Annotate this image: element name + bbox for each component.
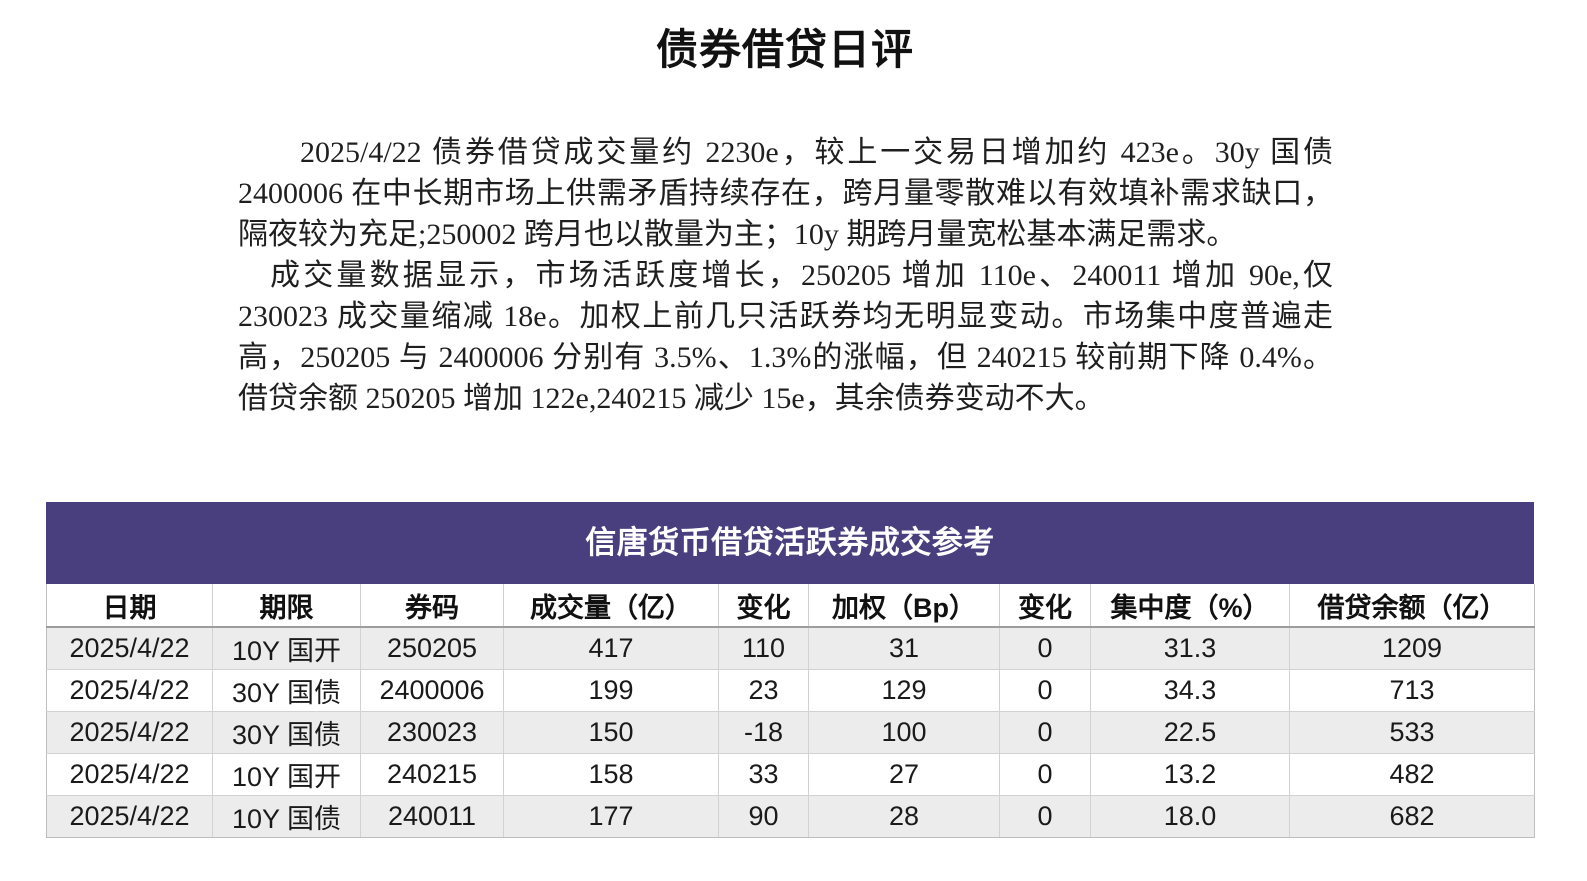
cell-volume: 199 [503, 669, 719, 712]
header-weighted-rate: 加权（Bp） [808, 584, 1000, 628]
cell-term: 10Y 国开 [212, 626, 361, 670]
header-code: 券码 [360, 584, 504, 628]
paragraph-line: 借贷余额 250205 增加 122e,240215 减少 15e，其余债券变动… [238, 382, 1105, 415]
cell-term: 10Y 国开 [212, 753, 361, 796]
commentary-paragraph-2: 成交量数据显示，市场活跃度增长，250205 增加 110e、240011 增加… [238, 255, 1348, 419]
cell-volume-change: -18 [718, 711, 809, 754]
header-term: 期限 [212, 584, 361, 628]
cell-date: 2025/4/22 [46, 626, 213, 670]
header-loan-balance: 借贷余额（亿） [1289, 584, 1535, 628]
cell-loan-balance: 713 [1289, 669, 1535, 712]
header-date: 日期 [46, 584, 213, 628]
cell-loan-balance: 482 [1289, 753, 1535, 796]
table-row: 2025/4/22 30Y 国债 230023 150 -18 100 0 22… [46, 711, 1535, 754]
paragraph-line: 2400006 在中长期市场上供需矛盾持续存在，跨月量零散难以有效填补需求缺口， [238, 177, 1333, 210]
cell-weighted-rate: 100 [808, 711, 1000, 754]
paragraph-line: 高，250205 与 2400006 分别有 3.5%、1.3%的涨幅，但 24… [238, 341, 1333, 374]
active-bonds-table: 信唐货币借贷活跃券成交参考 日期 期限 券码 成交量（亿） 变化 加权（Bp） … [46, 502, 1535, 838]
cell-loan-balance: 533 [1289, 711, 1535, 754]
table-row: 2025/4/22 10Y 国开 240215 158 33 27 0 13.2… [46, 753, 1535, 796]
cell-term: 30Y 国债 [212, 711, 361, 754]
cell-code: 250205 [360, 626, 504, 670]
document-title: 债券借贷日评 [655, 26, 914, 73]
cell-volume-change: 23 [718, 669, 809, 712]
cell-concentration: 34.3 [1090, 669, 1290, 712]
cell-weighted-rate: 31 [808, 626, 1000, 670]
cell-code: 230023 [360, 711, 504, 754]
cell-rate-change: 0 [999, 626, 1091, 670]
table-row: 2025/4/22 10Y 国开 250205 417 110 31 0 31.… [46, 626, 1535, 670]
cell-rate-change: 0 [999, 669, 1091, 712]
header-volume-change: 变化 [718, 584, 809, 628]
cell-weighted-rate: 27 [808, 753, 1000, 796]
cell-concentration: 22.5 [1090, 711, 1290, 754]
cell-rate-change: 0 [999, 795, 1091, 838]
table-row: 2025/4/22 10Y 国债 240011 177 90 28 0 18.0… [46, 795, 1535, 838]
cell-code: 240011 [360, 795, 504, 838]
header-volume: 成交量（亿） [503, 584, 719, 628]
paragraph-line: 隔夜较为充足;250002 跨月也以散量为主；10y 期跨月量宽松基本满足需求。 [238, 218, 1237, 251]
cell-rate-change: 0 [999, 753, 1091, 796]
cell-loan-balance: 1209 [1289, 626, 1535, 670]
cell-concentration: 18.0 [1090, 795, 1290, 838]
cell-volume: 158 [503, 753, 719, 796]
cell-date: 2025/4/22 [46, 753, 213, 796]
cell-loan-balance: 682 [1289, 795, 1535, 838]
cell-rate-change: 0 [999, 711, 1091, 754]
table-row: 2025/4/22 30Y 国债 2400006 199 23 129 0 34… [46, 669, 1535, 712]
cell-weighted-rate: 28 [808, 795, 1000, 838]
commentary-text: 2025/4/22 债券借贷成交量约 2230e，较上一交易日增加约 423e。… [238, 132, 1348, 419]
header-concentration: 集中度（%） [1090, 584, 1290, 628]
cell-concentration: 13.2 [1090, 753, 1290, 796]
cell-date: 2025/4/22 [46, 669, 213, 712]
paragraph-line: 230023 成交量缩减 18e。加权上前几只活跃券均无明显变动。市场集中度普遍… [238, 300, 1333, 333]
data-table: 日期 期限 券码 成交量（亿） 变化 加权（Bp） 变化 集中度（%） 借贷余额… [46, 584, 1535, 838]
cell-volume: 417 [503, 626, 719, 670]
cell-volume: 150 [503, 711, 719, 754]
paragraph-line: 成交量数据显示，市场活跃度增长，250205 增加 110e、240011 增加… [270, 259, 1333, 292]
cell-date: 2025/4/22 [46, 711, 213, 754]
cell-volume-change: 110 [718, 626, 809, 670]
cell-code: 2400006 [360, 669, 504, 712]
header-rate-change: 变化 [999, 584, 1091, 628]
table-title: 信唐货币借贷活跃券成交参考 [46, 502, 1534, 584]
paragraph-line: 2025/4/22 债券借贷成交量约 2230e，较上一交易日增加约 423e。… [300, 136, 1333, 169]
cell-date: 2025/4/22 [46, 795, 213, 838]
cell-term: 30Y 国债 [212, 669, 361, 712]
cell-term: 10Y 国债 [212, 795, 361, 838]
cell-volume-change: 90 [718, 795, 809, 838]
cell-concentration: 31.3 [1090, 626, 1290, 670]
table-header-row: 日期 期限 券码 成交量（亿） 变化 加权（Bp） 变化 集中度（%） 借贷余额… [46, 584, 1535, 628]
commentary-paragraph-1: 2025/4/22 债券借贷成交量约 2230e，较上一交易日增加约 423e。… [238, 132, 1348, 255]
cell-code: 240215 [360, 753, 504, 796]
cell-volume-change: 33 [718, 753, 809, 796]
cell-weighted-rate: 129 [808, 669, 1000, 712]
cell-volume: 177 [503, 795, 719, 838]
